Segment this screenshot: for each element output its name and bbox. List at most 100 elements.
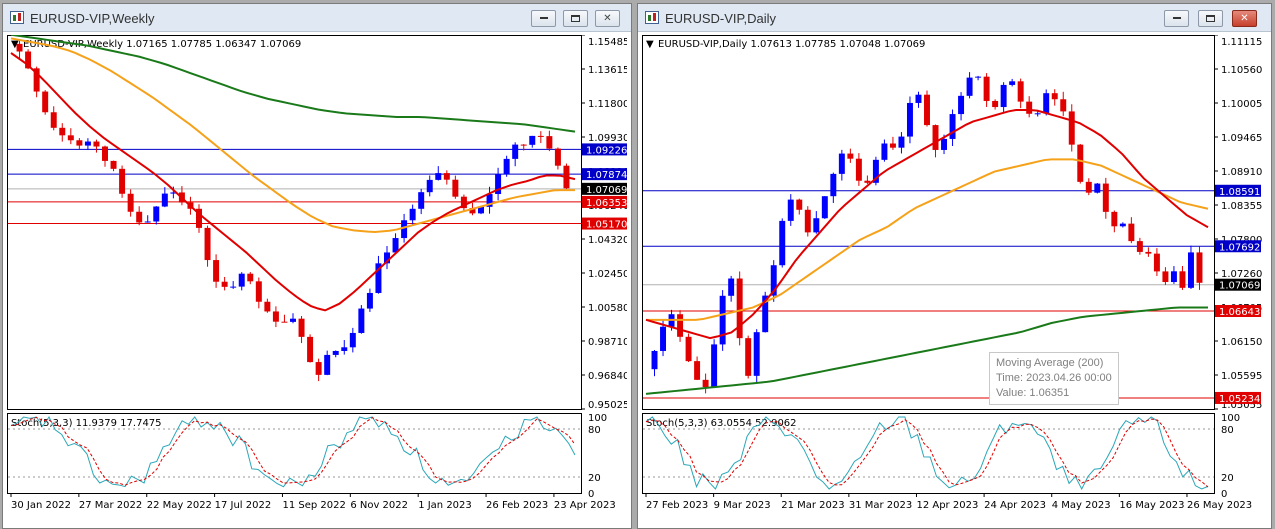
price-tag-label: 1.06643 [1219, 307, 1260, 318]
bear-candle [804, 209, 811, 233]
time-axis-label: 24 Apr 2023 [984, 500, 1046, 511]
bear-candle [469, 208, 476, 214]
daily-chart-area[interactable]: ▼ EURUSD-VIP,Daily 1.07613 1.07785 1.0704… [642, 34, 1268, 529]
bear-candle [847, 153, 854, 159]
bull-candle [1009, 81, 1016, 85]
price-tag-label: 1.09226 [586, 145, 627, 156]
bear-candle [1017, 81, 1024, 102]
bear-candle [1128, 223, 1135, 242]
bear-candle [924, 94, 930, 126]
minimize-icon [539, 17, 548, 19]
bull-candle [170, 192, 177, 194]
price-tick-label: 1.08910 [1221, 167, 1262, 178]
daily-chart-svg[interactable]: ▼ EURUSD-VIP,Daily 1.07613 1.07785 1.0704… [642, 34, 1268, 525]
bear-candle [196, 208, 202, 228]
close-button[interactable]: ✕ [1232, 10, 1257, 27]
stoch-tick-label: 20 [1221, 473, 1234, 484]
bear-candle [1051, 93, 1058, 100]
bull-candle [366, 292, 373, 309]
time-axis-label: 6 Nov 2022 [350, 500, 408, 511]
minimize-button[interactable] [1164, 10, 1189, 27]
time-axis-label: 16 May 2023 [1119, 500, 1184, 511]
bear-candle [221, 281, 228, 287]
bull-candle [762, 295, 769, 333]
bull-candle [495, 174, 502, 195]
bear-candle [1136, 241, 1143, 252]
bear-candle [855, 158, 862, 181]
bear-candle [25, 51, 32, 69]
bull-candle [958, 95, 965, 115]
price-tick-label: 1.06150 [1221, 337, 1262, 348]
bear-candle [452, 179, 459, 197]
price-tag-label: 1.08591 [1219, 187, 1260, 198]
weekly-chart-window[interactable]: EURUSD-VIP,Weekly ✕ ▼ EURUSD-VIP,Weekly 1… [2, 3, 632, 529]
close-icon: ✕ [603, 13, 612, 24]
weekly-chart-area[interactable]: ▼ EURUSD-VIP,Weekly 1.07165 1.07785 1.063… [7, 33, 629, 529]
time-axis-label: 21 Mar 2023 [781, 500, 844, 511]
bull-candle [1187, 252, 1194, 288]
stoch-tick-label: 100 [588, 413, 607, 424]
maximize-button[interactable] [563, 10, 588, 27]
bull-candle [941, 138, 948, 150]
bull-candle [401, 220, 408, 239]
moving-average-fast-line [10, 52, 576, 312]
stoch-tick-label: 0 [1221, 489, 1227, 500]
bear-candle [204, 227, 211, 261]
daily-title-bar[interactable]: EURUSD-VIP,Daily ✕ [638, 4, 1271, 32]
bear-candle [685, 336, 692, 362]
bull-candle [898, 136, 905, 148]
price-tick-label: 1.09930 [588, 133, 627, 144]
stoch-tick-label: 20 [588, 473, 601, 484]
daily-chart-window[interactable]: EURUSD-VIP,Daily ✕ ▼ EURUSD-VIP,Daily 1.0… [637, 3, 1272, 529]
bull-candle [324, 354, 331, 375]
window-title: EURUSD-VIP,Weekly [30, 11, 155, 26]
bear-candle [864, 180, 871, 183]
bull-candle [915, 94, 922, 103]
maximize-button[interactable] [1198, 10, 1223, 27]
weekly-title-bar[interactable]: EURUSD-VIP,Weekly ✕ [3, 4, 631, 32]
maximize-icon [1206, 14, 1215, 22]
bear-candle [1060, 99, 1067, 112]
price-tick-label: 0.95025 [588, 400, 627, 411]
bear-candle [677, 314, 684, 337]
time-axis-label: 17 Jul 2022 [215, 500, 272, 511]
price-tick-label: 1.13615 [588, 65, 627, 76]
price-tag-box [582, 182, 628, 195]
bear-candle [1179, 271, 1186, 288]
price-tick-label: 1.05595 [1221, 371, 1262, 382]
maximize-icon [571, 14, 580, 22]
bull-candle [332, 350, 339, 355]
bull-candle [813, 218, 820, 233]
bull-candle [906, 102, 913, 137]
bull-candle [512, 144, 519, 159]
bear-candle [127, 193, 134, 212]
bear-candle [1111, 211, 1118, 227]
bull-candle [418, 192, 425, 209]
price-tick-label: 1.00580 [588, 303, 627, 314]
price-tick-label: 1.10560 [1221, 65, 1262, 76]
bear-candle [264, 301, 271, 312]
bull-candle [753, 332, 760, 376]
time-axis-label: 27 Feb 2023 [646, 500, 708, 511]
price-tick-label: 0.96840 [588, 371, 627, 382]
bull-candle [375, 263, 382, 293]
bear-candle [1085, 181, 1092, 193]
minimize-button[interactable] [531, 10, 556, 27]
bull-candle [392, 238, 399, 253]
price-tag-label: 1.07069 [1219, 281, 1260, 292]
bear-candle [889, 143, 896, 148]
weekly-chart-svg[interactable]: ▼ EURUSD-VIP,Weekly 1.07165 1.07785 1.063… [7, 33, 629, 525]
bull-candle [144, 221, 151, 223]
bull-candle [1119, 223, 1126, 227]
minimize-icon [1172, 17, 1181, 19]
bear-candle [520, 144, 527, 146]
bear-candle [1162, 271, 1169, 283]
close-button[interactable]: ✕ [595, 10, 620, 27]
stoch-tick-label: 80 [588, 425, 601, 436]
bull-candle [881, 143, 888, 160]
price-tick-label: 1.02450 [588, 269, 627, 280]
price-tick-label: 1.04320 [588, 235, 627, 246]
indicator-header: Stoch(5,3,3) 63.0554 52.9062 [646, 418, 797, 429]
symbol-triangle-icon: ▼ [11, 39, 19, 50]
bull-candle [290, 318, 296, 322]
